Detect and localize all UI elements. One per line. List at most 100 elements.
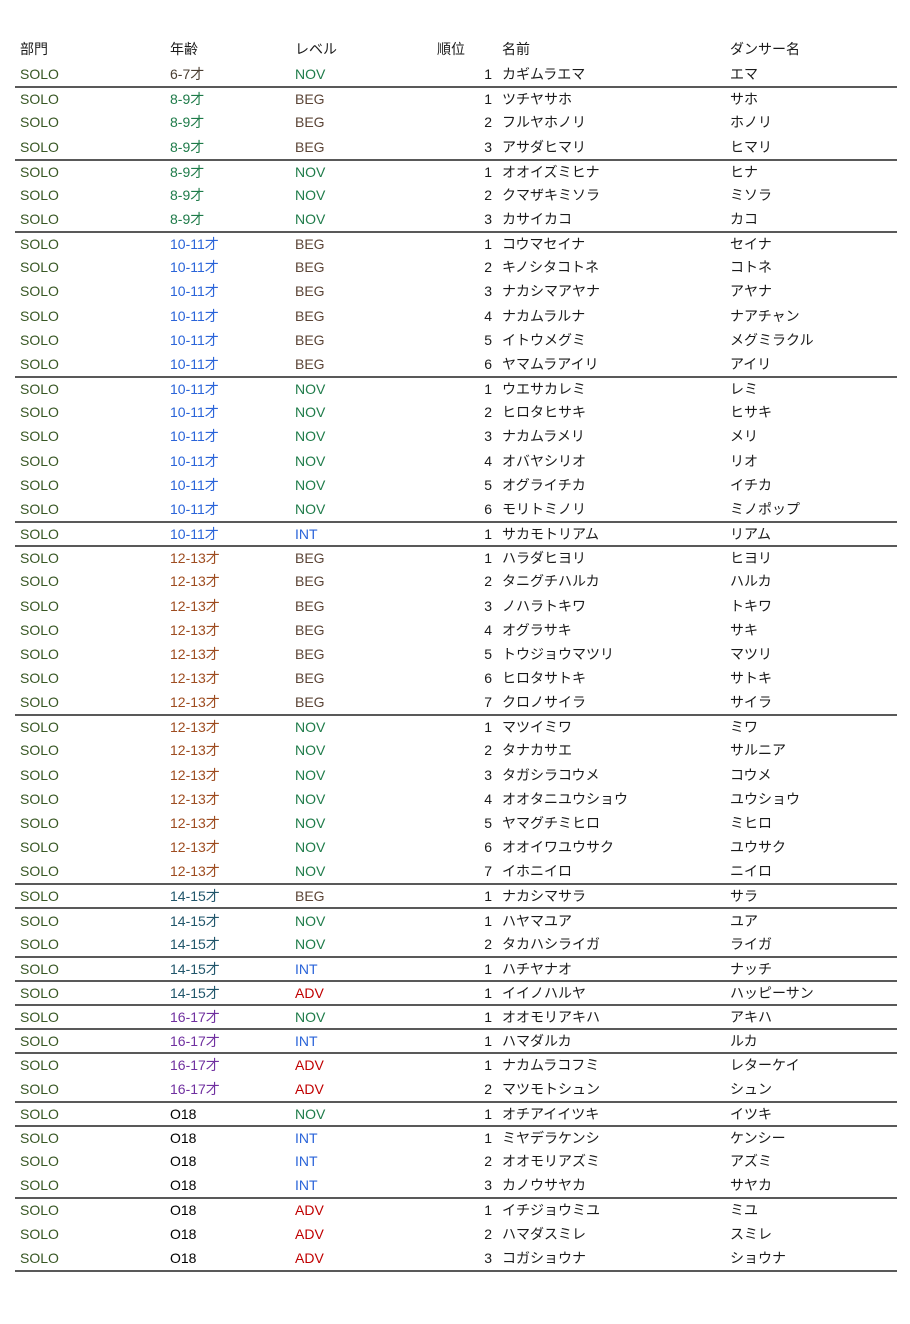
cell-age: 14-15才 [170,888,220,905]
cell-division: SOLO [20,863,59,880]
cell-age: 12-13才 [170,719,220,736]
table-row: SOLO 8-9才 BEG 1 ツチヤサホ サホ [15,86,897,110]
cell-name: マツモトシュン [502,1080,600,1097]
cell-rank: 1 [484,163,492,180]
cell-rank: 1 [484,550,492,567]
cell-dancer: アイリ [730,355,772,372]
cell-rank: 1 [484,1033,492,1050]
cell-level: NOV [295,66,326,83]
table-row: SOLO 8-9才 BEG 3 アサダヒマリ ヒマリ [15,134,897,158]
table-row: SOLO 10-11才 BEG 4 ナカムラルナ ナアチャン [15,304,897,328]
cell-level: ADV [295,1249,324,1266]
cell-level: NOV [295,428,326,445]
table-row: SOLO 10-11才 NOV 1 ウエサカレミ レミ [15,376,897,400]
cell-level: BEG [295,259,325,276]
cell-level: BEG [295,645,325,662]
table-row: SOLO 10-11才 NOV 4 オバヤシリオ リオ [15,449,897,473]
cell-rank: 6 [484,839,492,856]
cell-age: 10-11才 [170,283,219,300]
cell-rank: 2 [484,1225,492,1242]
cell-division: SOLO [20,404,59,421]
cell-dancer: ヒサキ [730,404,772,421]
cell-age: 12-13才 [170,694,220,711]
cell-name: ノハラトキワ [502,597,586,614]
cell-age: 12-13才 [170,597,220,614]
cell-division: SOLO [20,573,59,590]
cell-division: SOLO [20,742,59,759]
cell-rank: 4 [484,307,492,324]
col-header-division: 部門 [20,41,48,57]
cell-division: SOLO [20,669,59,686]
table-header-row: 部門 年齢 レベル 順位 名前 ダンサー名 [15,36,897,62]
cell-name: ヤマグチミヒロ [502,814,600,831]
cell-age: 12-13才 [170,573,220,590]
table-row: SOLO 12-13才 BEG 6 ヒロタサトキ サトキ [15,666,897,690]
cell-rank: 1 [484,236,492,253]
cell-dancer: ナアチャン [730,307,800,324]
table-row: SOLO O18 ADV 3 コガショウナ ショウナ [15,1246,897,1270]
cell-dancer: ヒマリ [730,138,772,155]
table-row: SOLO O18 NOV 1 オチアイイツキ イツキ [15,1100,897,1125]
table-row: SOLO O18 ADV 1 イチジョウミユ ミユ [15,1197,897,1221]
cell-level: INT [295,1153,318,1170]
cell-rank: 1 [484,1129,492,1146]
cell-level: NOV [295,1105,326,1122]
cell-division: SOLO [20,935,59,952]
cell-name: サカモトリアム [502,526,600,543]
cell-age: 10-11才 [170,526,219,543]
table-row: SOLO 12-13才 BEG 4 オグラサキ サキ [15,618,897,642]
cell-rank: 5 [484,331,492,348]
table-row: SOLO 10-11才 BEG 1 コウマセイナ セイナ [15,231,897,255]
cell-name: イトウメグミ [502,331,586,348]
cell-division: SOLO [20,452,59,469]
results-table-body: SOLO 6-7才 NOV 1 カギムラエマ エマ SOLO 8-9才 BEG … [15,62,897,1270]
cell-age: 12-13才 [170,766,220,783]
cell-age: 16-17才 [170,1080,220,1097]
cell-division: SOLO [20,1177,59,1194]
cell-name: タカハシライガ [502,935,600,952]
cell-level: ADV [295,1080,324,1097]
cell-age: 10-11才 [170,236,219,253]
table-row: SOLO 14-15才 NOV 1 ハヤマユア ユア [15,907,897,931]
table-row: SOLO 10-11才 NOV 5 オグライチカ イチカ [15,473,897,497]
cell-name: ヒロタサトキ [502,669,586,686]
cell-rank: 1 [484,719,492,736]
cell-dancer: ケンシー [730,1129,786,1146]
cell-dancer: コウメ [730,766,772,783]
cell-level: INT [295,1129,318,1146]
cell-rank: 2 [484,114,492,131]
cell-name: ハマダスミレ [502,1225,586,1242]
cell-dancer: カコ [730,211,758,228]
cell-division: SOLO [20,1057,59,1074]
cell-age: 14-15才 [170,985,220,1002]
cell-division: SOLO [20,428,59,445]
cell-rank: 5 [484,814,492,831]
cell-level: ADV [295,1057,324,1074]
cell-dancer: メリ [730,428,758,445]
cell-name: モリトミノリ [502,500,586,517]
cell-level: INT [295,1177,318,1194]
cell-name: キノシタコトネ [502,259,600,276]
cell-name: オグライチカ [502,476,586,493]
table-row: SOLO 16-17才 INT 1 ハマダルカ ルカ [15,1028,897,1052]
cell-dancer: ミワ [730,719,758,736]
cell-rank: 1 [484,1105,492,1122]
cell-name: ヒロタヒサキ [502,404,586,421]
cell-dancer: ライガ [730,935,772,952]
cell-division: SOLO [20,114,59,131]
cell-name: オバヤシリオ [502,452,586,469]
cell-name: ハヤマユア [502,912,572,929]
cell-rank: 5 [484,476,492,493]
cell-age: 10-11才 [170,500,219,517]
cell-name: ハマダルカ [502,1033,572,1050]
cell-dancer: ナッチ [730,960,772,977]
table-row: SOLO 10-11才 BEG 2 キノシタコトネ コトネ [15,255,897,279]
cell-rank: 3 [484,211,492,228]
cell-rank: 6 [484,669,492,686]
cell-dancer: シュン [730,1080,772,1097]
cell-age: 12-13才 [170,645,220,662]
cell-rank: 1 [484,985,492,1002]
cell-rank: 2 [484,573,492,590]
cell-division: SOLO [20,186,59,203]
cell-division: SOLO [20,719,59,736]
